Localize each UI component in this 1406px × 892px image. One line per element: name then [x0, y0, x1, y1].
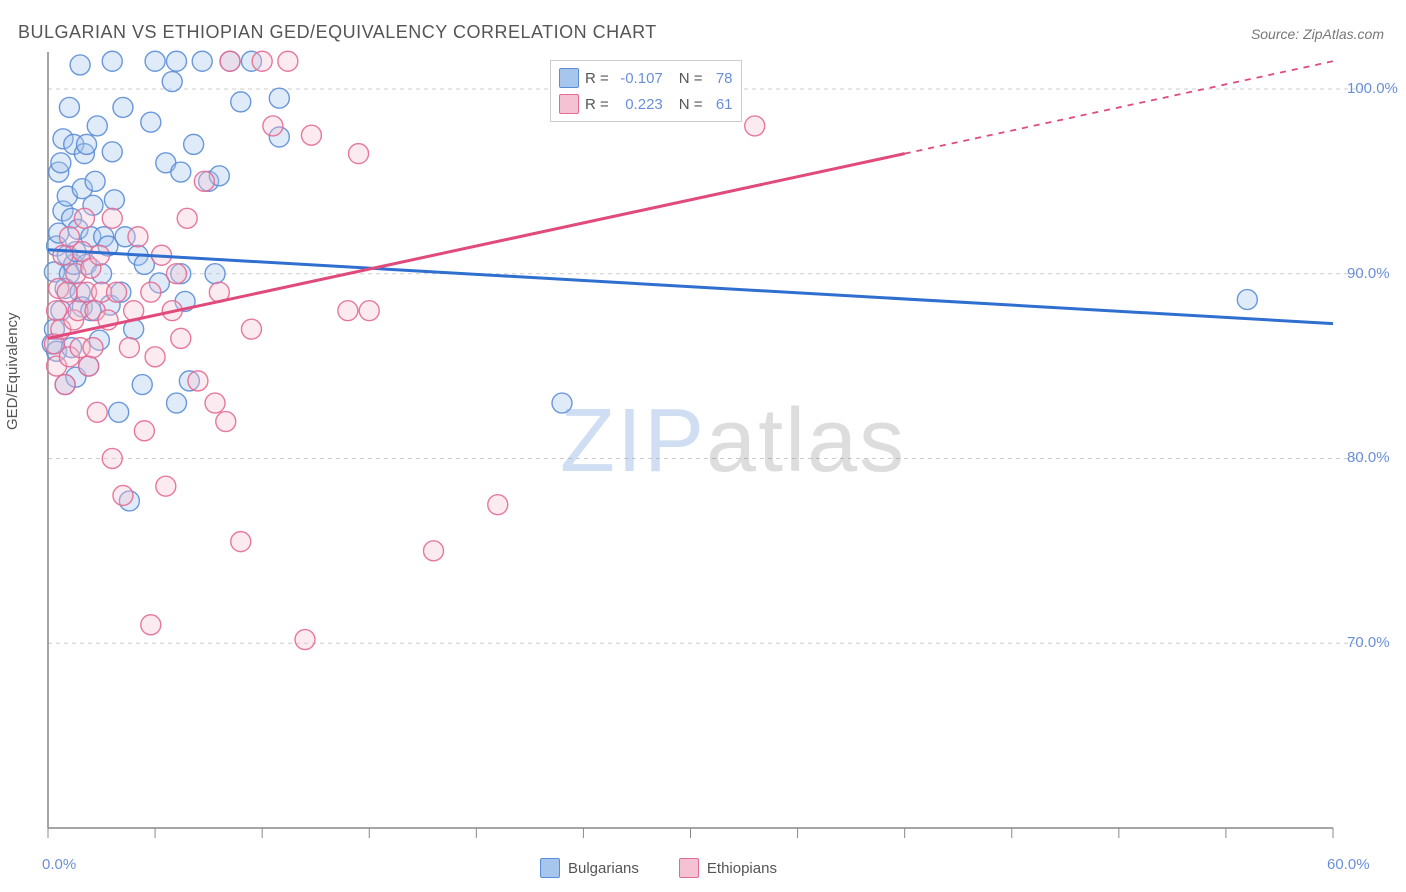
- stats-r-value: -0.107: [615, 70, 663, 87]
- stats-r-label: R =: [585, 96, 609, 113]
- stats-n-value: 61: [709, 96, 733, 113]
- chart-svg: [0, 0, 1406, 892]
- bottom-legend: Bulgarians Ethiopians: [540, 858, 777, 878]
- stats-n-value: 78: [709, 70, 733, 87]
- legend-swatch: [679, 858, 699, 878]
- y-tick-label: 90.0%: [1347, 265, 1390, 282]
- legend-label: Bulgarians: [568, 860, 639, 877]
- legend-label: Ethiopians: [707, 860, 777, 877]
- stats-swatch: [559, 68, 579, 88]
- stats-swatch: [559, 94, 579, 114]
- y-tick-label: 70.0%: [1347, 634, 1390, 651]
- stats-row-bulgarians: R = -0.107 N = 78: [559, 65, 733, 91]
- stats-n-label: N =: [679, 70, 703, 87]
- legend-swatch: [540, 858, 560, 878]
- legend-item: Bulgarians: [540, 858, 639, 878]
- x-tick-label: 60.0%: [1327, 856, 1370, 873]
- stats-legend-box: R = -0.107 N = 78 R = 0.223 N = 61: [550, 60, 742, 122]
- stats-row-ethiopians: R = 0.223 N = 61: [559, 91, 733, 117]
- y-tick-label: 100.0%: [1347, 80, 1398, 97]
- stats-r-value: 0.223: [615, 96, 663, 113]
- y-tick-label: 80.0%: [1347, 449, 1390, 466]
- legend-item: Ethiopians: [679, 858, 777, 878]
- x-tick-label: 0.0%: [42, 856, 76, 873]
- stats-n-label: N =: [679, 96, 703, 113]
- stats-r-label: R =: [585, 70, 609, 87]
